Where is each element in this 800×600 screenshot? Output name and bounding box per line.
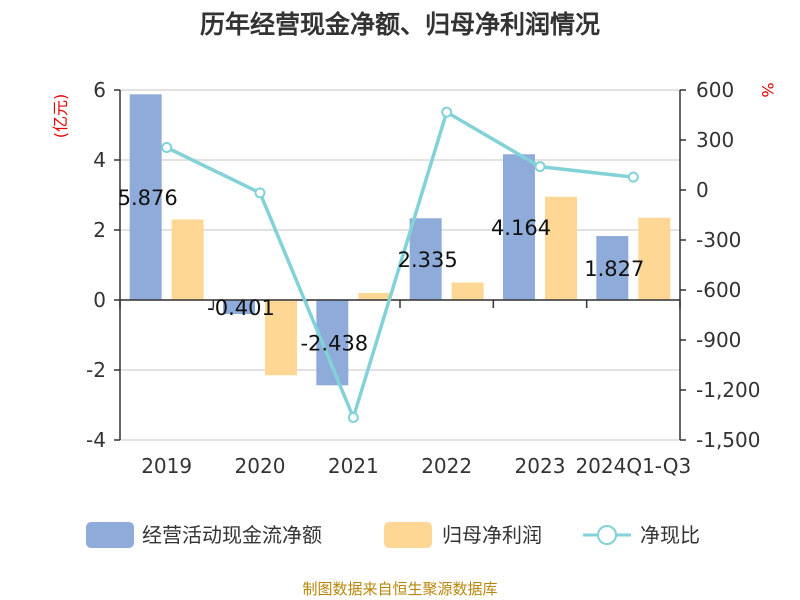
left-tick-label: 0 (93, 288, 106, 312)
bar-data-label: 5.876 (118, 186, 178, 210)
right-tick-label: -1,500 (696, 428, 760, 452)
bar-cash-flow (409, 218, 442, 300)
bar-cash-flow (503, 154, 535, 300)
left-tick-label: 4 (93, 148, 106, 172)
bar-net-profit (451, 282, 484, 300)
x-tick-label: 2023 (515, 454, 566, 478)
legend-label-cash-flow: 经营活动现金流净额 (142, 523, 322, 547)
bar-net-profit (545, 196, 577, 300)
bar-net-profit (171, 219, 204, 300)
point-cash-ratio (534, 161, 546, 173)
right-axis-unit: % (758, 82, 777, 97)
right-tick-label: -300 (696, 228, 741, 252)
right-tick-label: -600 (696, 278, 741, 302)
x-tick-label: 2024Q1-Q3 (575, 454, 691, 478)
bar-data-label: -0.401 (207, 296, 275, 320)
bar-cash-flow (596, 236, 629, 300)
left-axis-unit: (亿元) (51, 94, 70, 139)
right-tick-label: 600 (696, 78, 734, 102)
bar-net-profit (265, 300, 297, 376)
right-tick-label: -1,200 (696, 378, 760, 402)
left-tick-label: 2 (93, 218, 106, 242)
x-tick-label: 2021 (328, 454, 379, 478)
chart-title: 历年经营现金净额、归母净利润情况 (200, 10, 600, 39)
right-tick-label: 0 (696, 178, 709, 202)
legend-label-cash-ratio: 净现比 (640, 523, 700, 547)
legend-swatch-cash-flow (86, 522, 134, 548)
bar-cash-flow (223, 300, 255, 315)
bar-net-profit (358, 293, 391, 300)
bar-series (129, 94, 671, 386)
bar-data-label: 2.335 (398, 248, 458, 272)
legend-swatch-net-profit (384, 522, 432, 548)
legend: 经营活动现金流净额 归母净利润 净现比 (86, 522, 700, 548)
point-cash-ratio (441, 106, 453, 118)
legend-label-net-profit: 归母净利润 (442, 523, 542, 547)
right-tick-label: 300 (696, 128, 734, 152)
bar-data-label: -2.438 (300, 332, 368, 356)
left-tick-label: -2 (86, 358, 106, 382)
bar-net-profit (638, 217, 671, 300)
point-cash-ratio (161, 142, 173, 153)
point-cash-ratio (347, 412, 359, 423)
legend-marker-cash-ratio (597, 525, 617, 545)
axes: 6420-2-46003000-300-600-900-1,200-1,5002… (86, 78, 760, 478)
point-cash-ratio (627, 171, 639, 183)
x-tick-label: 2019 (141, 454, 192, 478)
data-source: 制图数据来自恒生聚源数据库 (302, 580, 497, 598)
right-tick-label: -900 (696, 328, 741, 352)
bar-cash-flow (129, 94, 162, 300)
bar-data-label: 1.827 (584, 257, 644, 281)
line-series (161, 106, 639, 423)
bar-data-label: 4.164 (491, 216, 551, 240)
data-labels: 5.876 -0.401 -2.438 2.335 4.164 1.827 (118, 186, 645, 355)
left-tick-label: 6 (93, 78, 106, 102)
left-tick-label: -4 (86, 428, 106, 452)
x-tick-label: 2020 (235, 454, 286, 478)
line-cash-ratio (165, 109, 634, 423)
x-tick-label: 2022 (421, 454, 472, 478)
point-cash-ratio (254, 187, 266, 199)
